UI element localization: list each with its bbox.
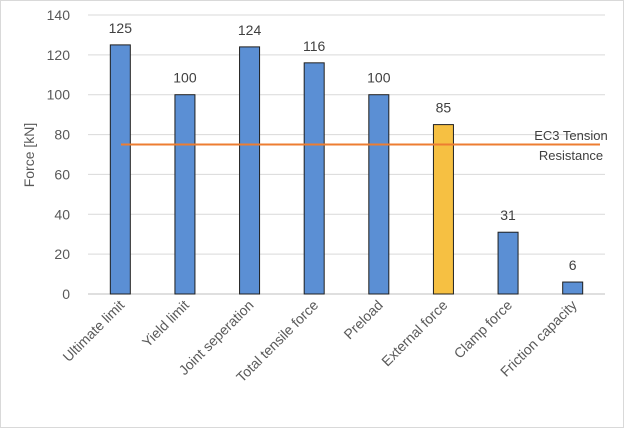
bar xyxy=(497,231,519,295)
bar xyxy=(368,94,390,295)
bar xyxy=(303,62,325,295)
bar xyxy=(562,281,584,295)
y-tick-label: 40 xyxy=(54,206,70,222)
bar xyxy=(432,124,454,295)
chart-frame: 0 20 40 60 80 100 120 140 Force [kN] 125 100 124 1… xyxy=(0,0,624,428)
y-axis-label: Force [kN] xyxy=(21,123,37,188)
bar xyxy=(109,44,131,295)
data-label: 125 xyxy=(109,20,133,36)
y-tick-label: 100 xyxy=(47,87,71,103)
gridlines xyxy=(88,14,605,295)
data-label: 6 xyxy=(569,257,577,273)
x-tick-label: Ultimate limit xyxy=(59,297,127,365)
bar xyxy=(174,94,196,295)
y-tick-label: 140 xyxy=(47,7,71,23)
x-tick-label: Yield limit xyxy=(139,297,192,350)
reference-line-label: Resistance xyxy=(539,148,603,163)
x-tick-label: External force xyxy=(378,297,451,370)
data-labels: 125 100 124 116 100 85 31 6 xyxy=(109,20,577,273)
data-label: 124 xyxy=(238,22,262,38)
y-tick-label: 0 xyxy=(62,286,70,302)
y-tick-label: 120 xyxy=(47,47,71,63)
data-label: 31 xyxy=(500,207,516,223)
y-tick-label: 60 xyxy=(54,166,70,182)
bar xyxy=(239,46,261,295)
data-label: 85 xyxy=(436,100,452,116)
bars xyxy=(109,44,584,295)
reference-line-label: EC3 Tension xyxy=(534,128,607,143)
data-label: 100 xyxy=(367,70,391,86)
data-label: 116 xyxy=(303,38,326,54)
y-tick-label: 20 xyxy=(54,246,70,262)
y-axis-ticks: 0 20 40 60 80 100 120 140 xyxy=(47,7,71,302)
x-tick-label: Preload xyxy=(340,297,385,342)
x-tick-label: Clamp force xyxy=(451,297,516,362)
data-label: 100 xyxy=(173,70,197,86)
y-tick-label: 80 xyxy=(54,127,70,143)
reference-line-group: EC3 Tension Resistance xyxy=(121,128,608,163)
